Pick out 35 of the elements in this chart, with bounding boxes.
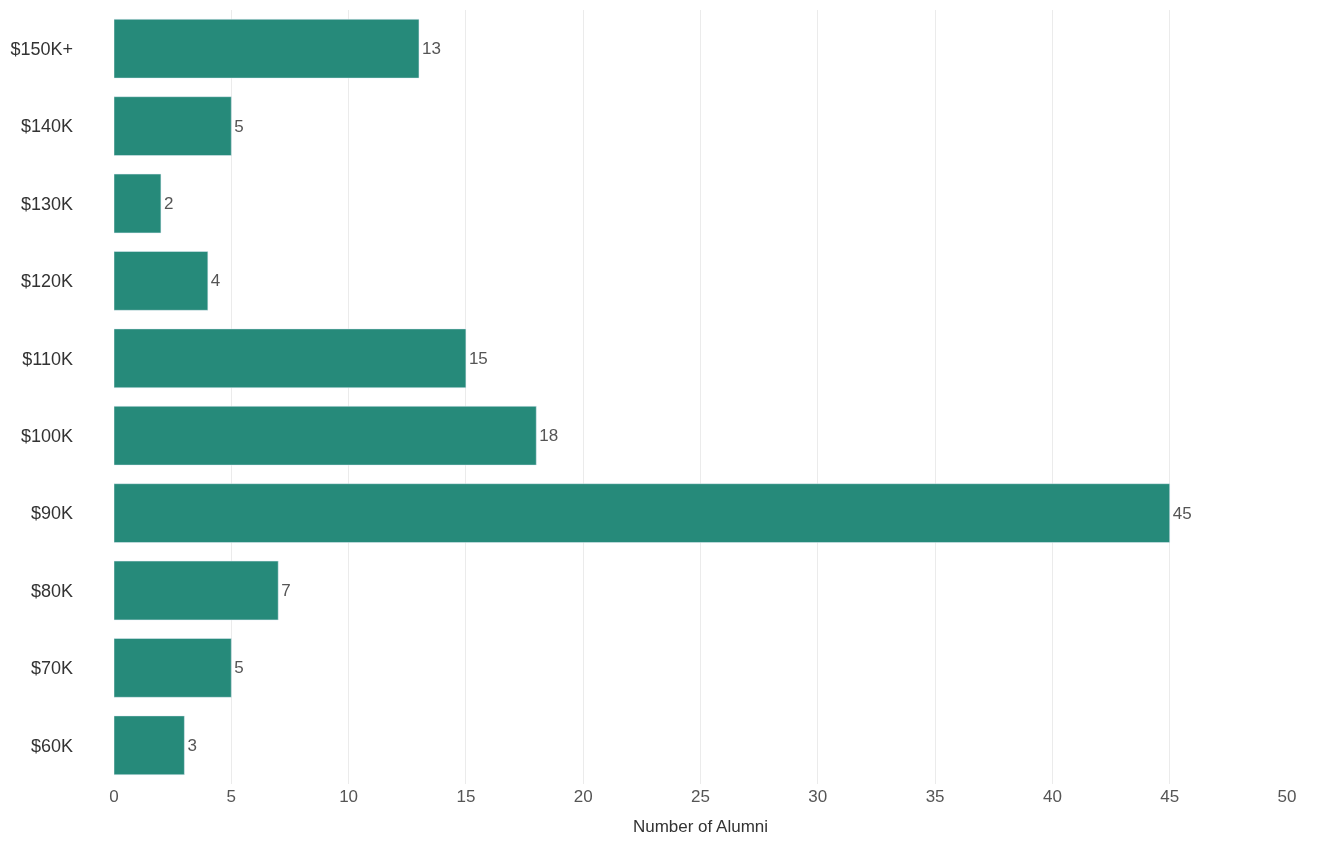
x-tick-label: 0 [109,787,119,806]
y-tick-label: $130K [20,193,73,214]
x-tick-label: 5 [226,787,237,806]
data-label: 13 [421,39,441,59]
data-label: 45 [1172,503,1192,523]
x-tick-label: 45 [1160,787,1180,806]
y-tick-label: $70K [30,658,73,679]
x-tick-label: 25 [691,787,710,806]
x-tick-label: 15 [456,787,476,806]
y-tick-label: $100K [20,426,73,446]
data-label: 5 [234,116,244,136]
x-tick-label: 10 [339,787,359,806]
data-label: 4 [210,271,221,291]
y-tick-label: $140K [20,116,73,137]
y-tick-label: $60K [30,735,73,756]
x-tick-label: 20 [573,787,593,806]
data-label: 2 [163,194,174,213]
y-tick-label: $80K [30,580,73,601]
x-axis-title: Number of Alumni [632,817,769,837]
x-tick-label: 50 [1277,787,1297,806]
bar [114,173,162,234]
bar [114,251,209,311]
data-label: 15 [468,348,488,368]
data-label: 7 [281,581,291,600]
y-tick-label: $110K [22,348,73,369]
bar [114,715,185,775]
y-tick-label: $120K [20,271,73,292]
data-label: 3 [187,735,197,755]
x-tick-label: 40 [1042,787,1062,806]
data-label: 18 [539,426,559,446]
x-tick-label: 35 [925,787,945,806]
y-tick-label: $90K [30,503,73,524]
y-tick-label: $150K+ [10,39,73,59]
x-tick-label: 30 [808,787,828,806]
data-label: 5 [234,658,244,678]
